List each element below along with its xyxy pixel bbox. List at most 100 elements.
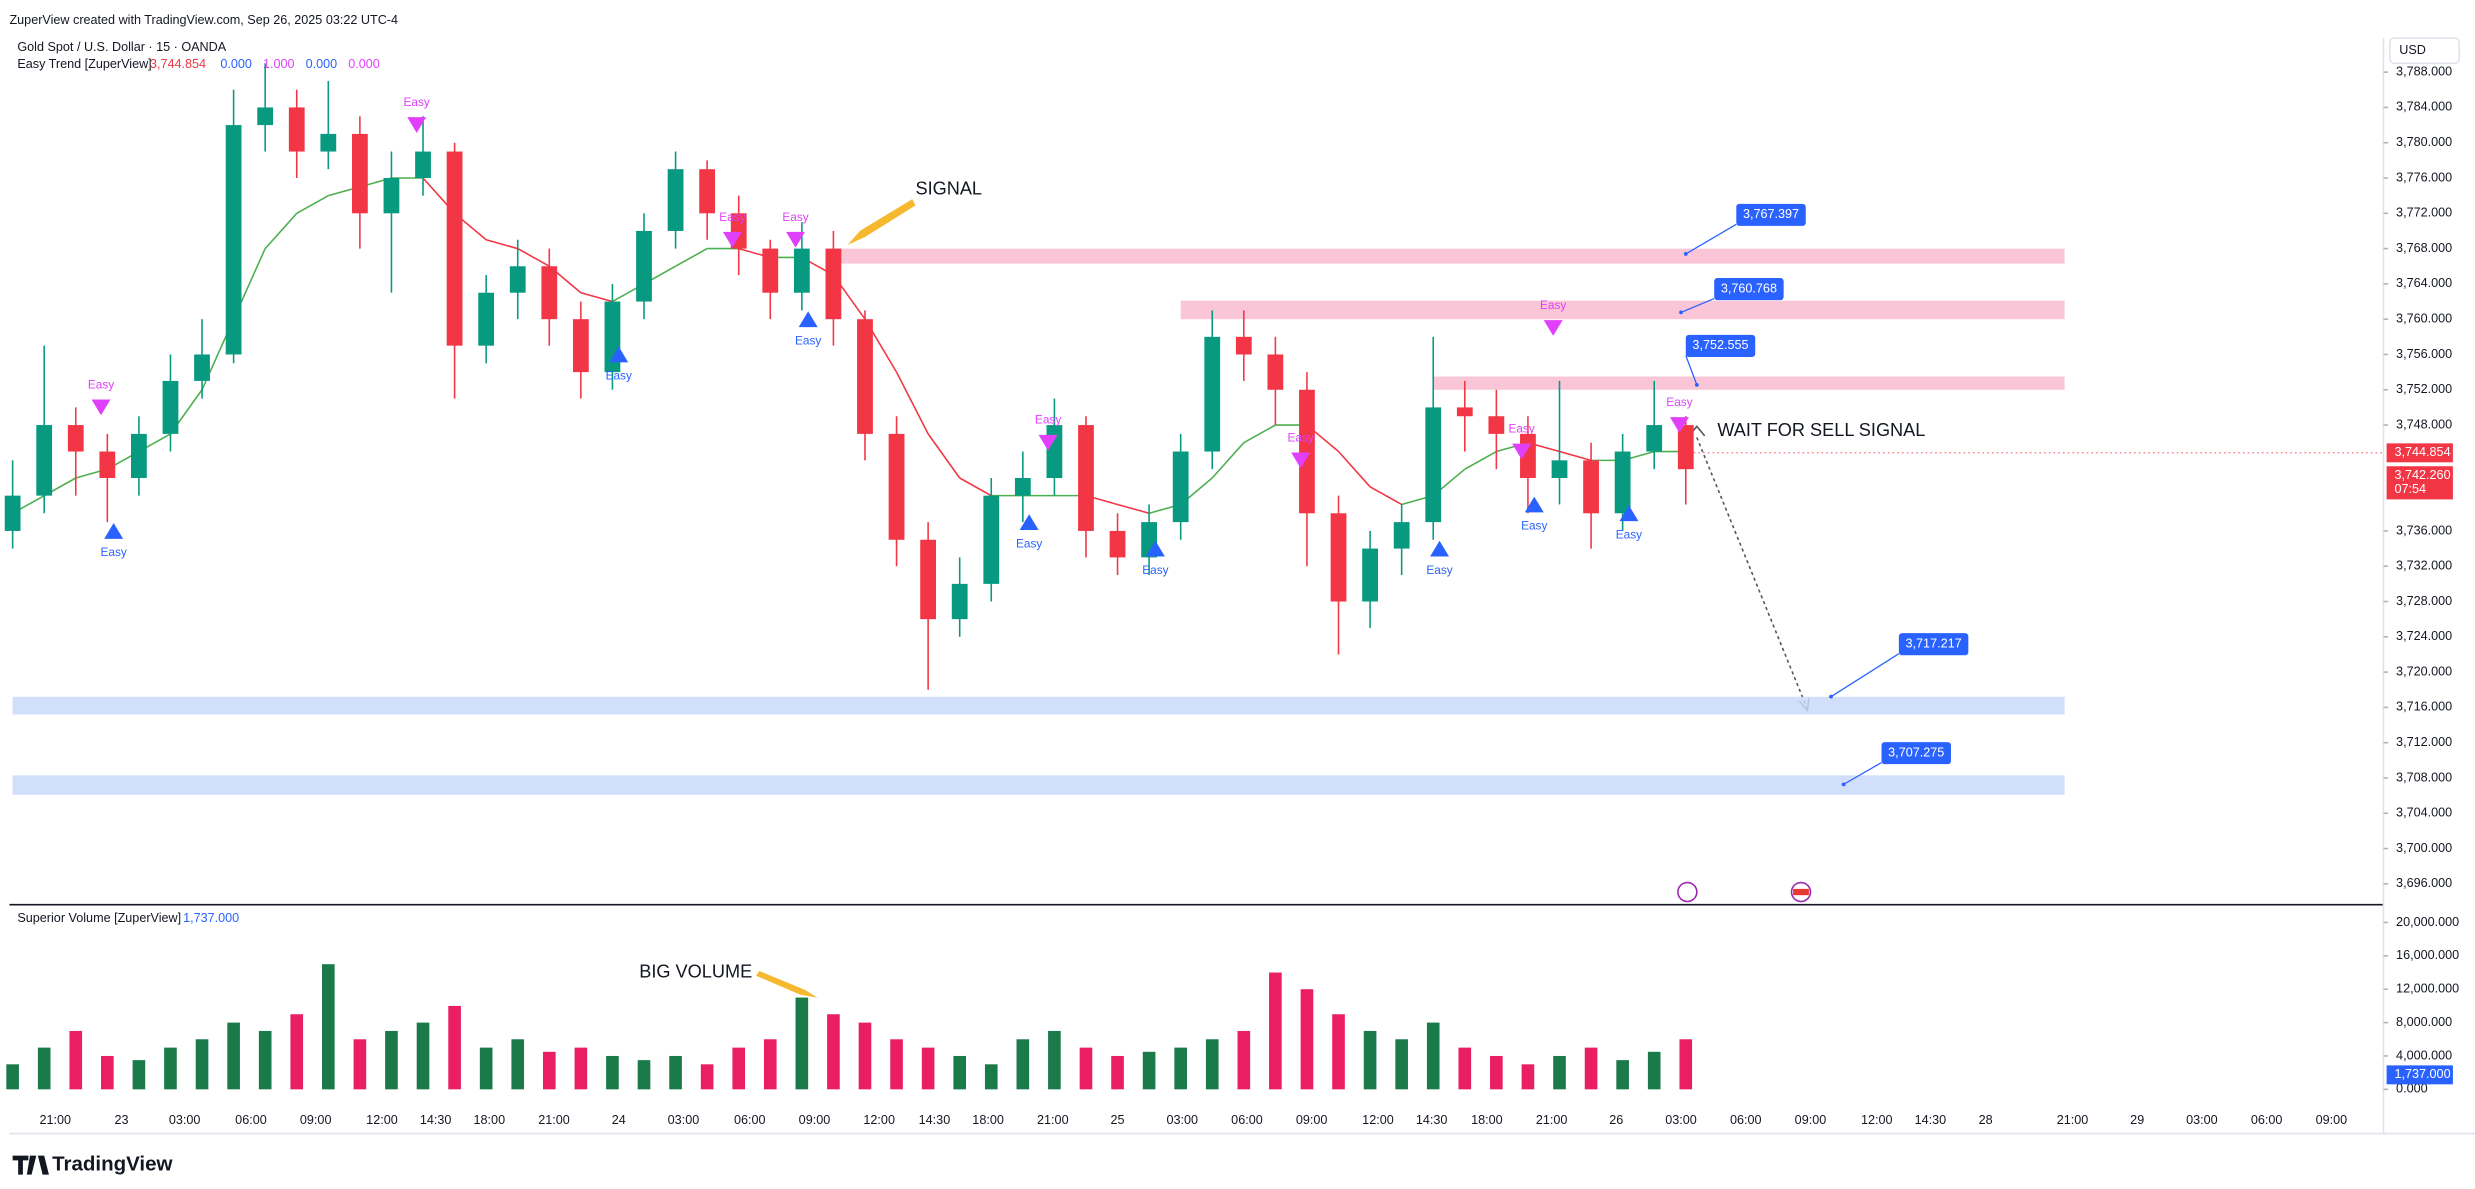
x-tick-label: 06:00 [1730,1113,1762,1127]
candle-body [99,451,116,478]
x-tick-label: 25 [1111,1113,1125,1127]
annotation: WAIT FOR SELL SIGNAL [1717,420,1925,440]
trend-segment [959,477,992,497]
zone-label-box [1736,203,1806,226]
y-tick-label: 3,696.000 [2396,876,2452,890]
zone-anchor [1829,694,1833,699]
currency-box[interactable] [2388,37,2461,65]
credit: ZuperView created with TradingView.com, … [9,13,398,27]
volume-bar [69,1030,83,1090]
trend-segment [296,194,329,214]
x-tick-label: 06:00 [2251,1113,2283,1127]
x-tick-label: 23 [115,1113,129,1127]
volume-bar [1332,1014,1345,1090]
x-tick-label: 03:00 [1166,1113,1198,1127]
candle-body [1583,460,1599,514]
candle-body [983,495,1000,584]
volume-bar [1363,1030,1377,1090]
candle-body [1677,425,1694,470]
candle-body [920,539,937,620]
volume-bar [795,997,809,1090]
x-tick-label: 26 [1609,1113,1623,1127]
x-tick-label: 03:00 [2186,1113,2218,1127]
signal-label: Easy [1142,563,1168,577]
zone-label-box [1714,278,1784,301]
indicator-value: 0.000 [306,57,338,71]
y-tick-label: 3,724.000 [2396,629,2452,643]
candle-body [572,319,589,373]
volume-bar [574,1047,588,1090]
volume-bar [1142,1051,1156,1090]
volume-y-tick-label: 0.000 [2396,1082,2428,1096]
x-tick-label: 28 [1979,1113,1993,1127]
signal-label: Easy [1666,395,1692,409]
sell-signal [786,231,806,248]
x-tick-label: 09:00 [300,1113,332,1127]
x-tick-label: 12:00 [366,1113,398,1127]
buy-signal [1524,496,1544,513]
volume-bar [353,1039,367,1090]
candle-body [667,169,684,231]
candle-body [194,354,210,381]
y-tick-label: 3,736.000 [2396,523,2452,537]
trend-segment [1243,424,1276,444]
volume-last-box [2386,1065,2453,1085]
zone [1433,376,2065,390]
x-tick-label: 21:00 [2057,1113,2089,1127]
candle-body [446,151,463,346]
candle-body [1014,477,1031,496]
last-price-box [2386,443,2453,463]
candle-body [257,107,274,126]
volume-bar [1111,1055,1124,1090]
x-tick-label: 24 [612,1113,626,1127]
x-tick-label: 12:00 [863,1113,895,1127]
buy-signal [104,523,124,539]
x-tick-label: 21:00 [39,1113,71,1127]
indicator-value: 3,744.854 [150,57,206,71]
zone-label-box [1898,633,1969,656]
candle-body [320,133,337,152]
x-tick-label: 09:00 [1296,1113,1328,1127]
trend-segment [675,247,708,267]
zone-leader [1843,762,1882,785]
sell-signal [91,399,111,416]
volume-y-tick-label: 16,000.000 [2396,948,2459,962]
sell-signal [1512,443,1532,460]
logo-mark [12,1155,49,1175]
trend-segment [1559,450,1592,462]
volume-bar [669,1055,682,1090]
volume-bar [542,1051,556,1090]
volume-bar [322,964,335,1090]
sell-signal [1543,320,1563,336]
volume-bar [1490,1055,1503,1090]
buy-signal [609,346,629,363]
volume-y-tick-label: 20,000.000 [2396,915,2459,929]
sell-signal [407,117,427,133]
signal-label: Easy [719,210,745,224]
trend-segment [517,247,550,267]
event-icon[interactable] [1677,881,1698,903]
x-tick-label: 03:00 [668,1113,700,1127]
buy-signal [1019,514,1039,531]
signal-label: Easy [1540,298,1566,312]
trend-segment [1369,486,1403,506]
y-tick-label: 3,764.000 [2396,276,2452,290]
y-tick-label: 3,728.000 [2396,594,2452,608]
candle-body [825,248,842,320]
volume-bar [1458,1047,1472,1090]
volume-bar [1269,972,1282,1090]
volume-last-label: 1,737.000 [2394,1067,2450,1081]
close-price-box [2386,466,2453,500]
y-tick-label: 3,712.000 [2396,735,2452,749]
signal-label: Easy [606,369,632,383]
volume-bar [1237,1030,1251,1090]
candle-body [1551,460,1568,478]
y-tick-label: 3,768.000 [2396,241,2452,255]
zone [1180,300,2065,320]
candle-body [415,151,431,179]
trend-segment [895,371,929,435]
zone-anchor [1679,310,1683,315]
candle-body [636,230,652,302]
y-tick-label: 3,732.000 [2396,559,2452,573]
y-tick-label: 3,780.000 [2396,135,2452,149]
